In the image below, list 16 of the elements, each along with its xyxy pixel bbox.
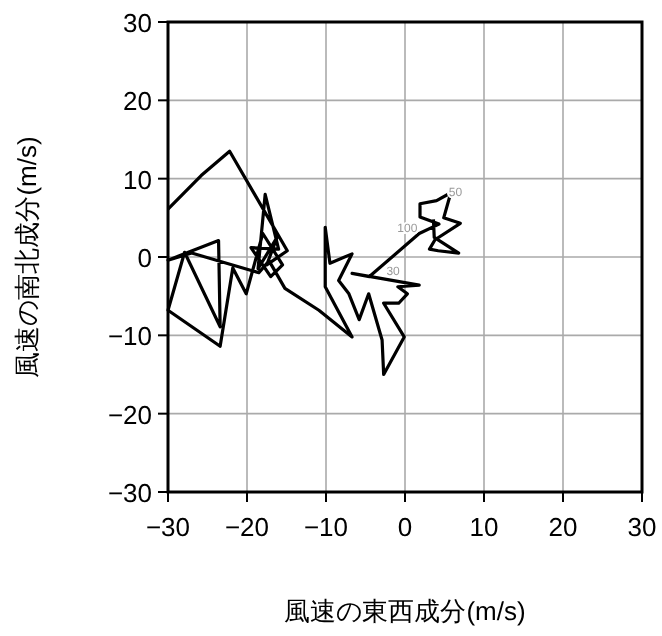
y-tick-label: 20 xyxy=(123,86,152,117)
x-tick-label: 30 xyxy=(627,512,657,542)
x-tick-label: 0 xyxy=(397,512,413,542)
x-tick-label: −30 xyxy=(145,512,191,542)
x-tick-label: −10 xyxy=(303,512,349,542)
y-tick-label: 0 xyxy=(137,243,152,273)
y-tick-label: −10 xyxy=(107,321,152,352)
x-tick-label: 20 xyxy=(548,512,578,542)
x-axis-title: 風速の東西成分(m/s) xyxy=(284,596,526,626)
y-tick-label: 30 xyxy=(123,8,152,38)
x-tick-label: 10 xyxy=(469,512,499,542)
y-tick-label: 10 xyxy=(123,164,152,195)
y-tick-label: −20 xyxy=(107,399,152,430)
y-axis-title: 風速の南北成分(m/s) xyxy=(12,136,42,378)
y-tick-label: −30 xyxy=(107,478,152,508)
x-tick-label: −20 xyxy=(224,512,270,542)
